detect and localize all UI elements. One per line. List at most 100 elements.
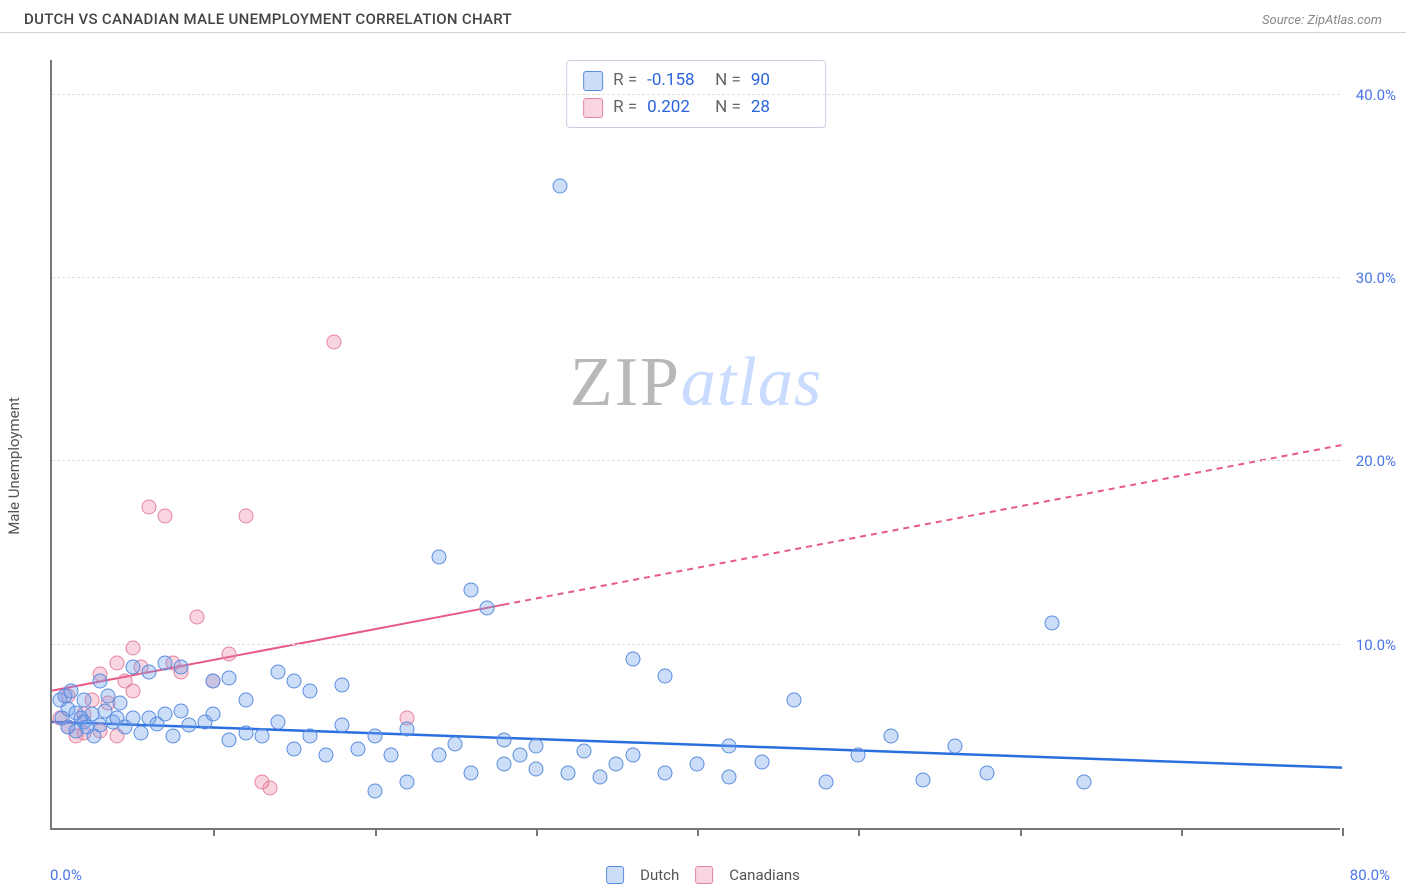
data-point-dutch — [480, 601, 495, 616]
stat-label-r: R = — [613, 94, 637, 121]
data-point-dutch — [157, 707, 172, 722]
data-point-dutch — [690, 756, 705, 771]
data-point-dutch — [948, 738, 963, 753]
data-point-dutch — [174, 703, 189, 718]
data-point-dutch — [270, 714, 285, 729]
data-point-dutch — [399, 722, 414, 737]
data-point-dutch — [722, 738, 737, 753]
data-point-canadians — [157, 509, 172, 524]
data-point-dutch — [915, 773, 930, 788]
x-axis-label-min: 0.0% — [50, 866, 82, 884]
data-point-dutch — [464, 766, 479, 781]
data-point-dutch — [77, 692, 92, 707]
x-tick — [213, 828, 215, 836]
x-tick — [375, 828, 377, 836]
data-point-canadians — [125, 641, 140, 656]
header: DUTCH VS CANADIAN MALE UNEMPLOYMENT CORR… — [0, 0, 1406, 33]
data-point-dutch — [561, 766, 576, 781]
source-label: Source: ZipAtlas.com — [1262, 13, 1382, 28]
y-axis-title: Male Unemployment — [5, 397, 23, 535]
x-tick — [1020, 828, 1022, 836]
stats-row-canadians: R = 0.202 N = 28 — [583, 94, 809, 121]
gridline: 10.0% — [52, 644, 1340, 645]
data-point-dutch — [351, 742, 366, 757]
data-point-dutch — [238, 725, 253, 740]
legend-swatch-canadians — [695, 866, 713, 884]
data-point-dutch — [625, 652, 640, 667]
data-point-dutch — [1077, 775, 1092, 790]
data-point-dutch — [222, 670, 237, 685]
chart-title: DUTCH VS CANADIAN MALE UNEMPLOYMENT CORR… — [24, 10, 512, 28]
data-point-dutch — [303, 729, 318, 744]
data-point-dutch — [464, 582, 479, 597]
stats-row-dutch: R = -0.158 N = 90 — [583, 67, 809, 94]
data-point-dutch — [432, 747, 447, 762]
data-point-dutch — [157, 656, 172, 671]
watermark-zip: ZIP — [570, 344, 681, 421]
data-point-dutch — [552, 179, 567, 194]
y-tick-label: 20.0% — [1352, 452, 1400, 470]
data-point-dutch — [528, 738, 543, 753]
data-point-canadians — [327, 335, 342, 350]
stat-n-dutch: 90 — [751, 67, 809, 94]
data-point-dutch — [980, 766, 995, 781]
gridline: 40.0% — [52, 94, 1340, 95]
data-point-dutch — [657, 668, 672, 683]
data-point-canadians — [125, 683, 140, 698]
data-point-dutch — [125, 659, 140, 674]
data-point-canadians — [222, 646, 237, 661]
data-point-dutch — [367, 784, 382, 799]
stat-label-n: N = — [715, 67, 741, 94]
swatch-dutch — [583, 71, 603, 91]
stat-label-r: R = — [613, 67, 637, 94]
data-point-dutch — [93, 674, 108, 689]
x-tick — [1181, 828, 1183, 836]
data-point-dutch — [577, 744, 592, 759]
data-point-dutch — [786, 692, 801, 707]
gridline: 30.0% — [52, 277, 1340, 278]
plot-area: ZIPatlas R = -0.158 N = 90 R = 0.202 N =… — [50, 60, 1340, 830]
data-point-dutch — [383, 747, 398, 762]
stat-label-n: N = — [715, 94, 741, 121]
data-point-dutch — [1044, 615, 1059, 630]
stat-r-canadians: 0.202 — [647, 94, 705, 121]
data-point-dutch — [206, 707, 221, 722]
data-point-dutch — [448, 736, 463, 751]
data-point-canadians — [109, 656, 124, 671]
gridline: 20.0% — [52, 460, 1340, 461]
data-point-dutch — [335, 678, 350, 693]
data-point-dutch — [182, 718, 197, 733]
data-point-dutch — [496, 756, 511, 771]
watermark-atlas: atlas — [681, 344, 822, 421]
data-point-dutch — [206, 674, 221, 689]
data-point-dutch — [883, 729, 898, 744]
data-point-dutch — [335, 718, 350, 733]
data-point-dutch — [141, 665, 156, 680]
data-point-canadians — [141, 500, 156, 515]
legend: Dutch Canadians — [606, 866, 800, 884]
data-point-dutch — [432, 549, 447, 564]
legend-label-dutch: Dutch — [640, 866, 679, 884]
data-point-dutch — [722, 769, 737, 784]
data-point-dutch — [125, 711, 140, 726]
data-point-dutch — [254, 729, 269, 744]
data-point-dutch — [512, 747, 527, 762]
data-point-canadians — [262, 780, 277, 795]
data-point-dutch — [399, 775, 414, 790]
data-point-dutch — [528, 762, 543, 777]
data-point-canadians — [190, 610, 205, 625]
legend-swatch-dutch — [606, 866, 624, 884]
stat-n-canadians: 28 — [751, 94, 809, 121]
x-tick — [697, 828, 699, 836]
legend-label-canadians: Canadians — [729, 866, 800, 884]
data-point-dutch — [625, 747, 640, 762]
data-point-dutch — [286, 742, 301, 757]
data-point-dutch — [496, 733, 511, 748]
data-point-dutch — [133, 725, 148, 740]
data-point-dutch — [819, 775, 834, 790]
data-point-dutch — [112, 696, 127, 711]
y-tick-label: 40.0% — [1352, 86, 1400, 104]
data-point-canadians — [238, 509, 253, 524]
y-tick-label: 10.0% — [1352, 636, 1400, 654]
x-tick — [858, 828, 860, 836]
